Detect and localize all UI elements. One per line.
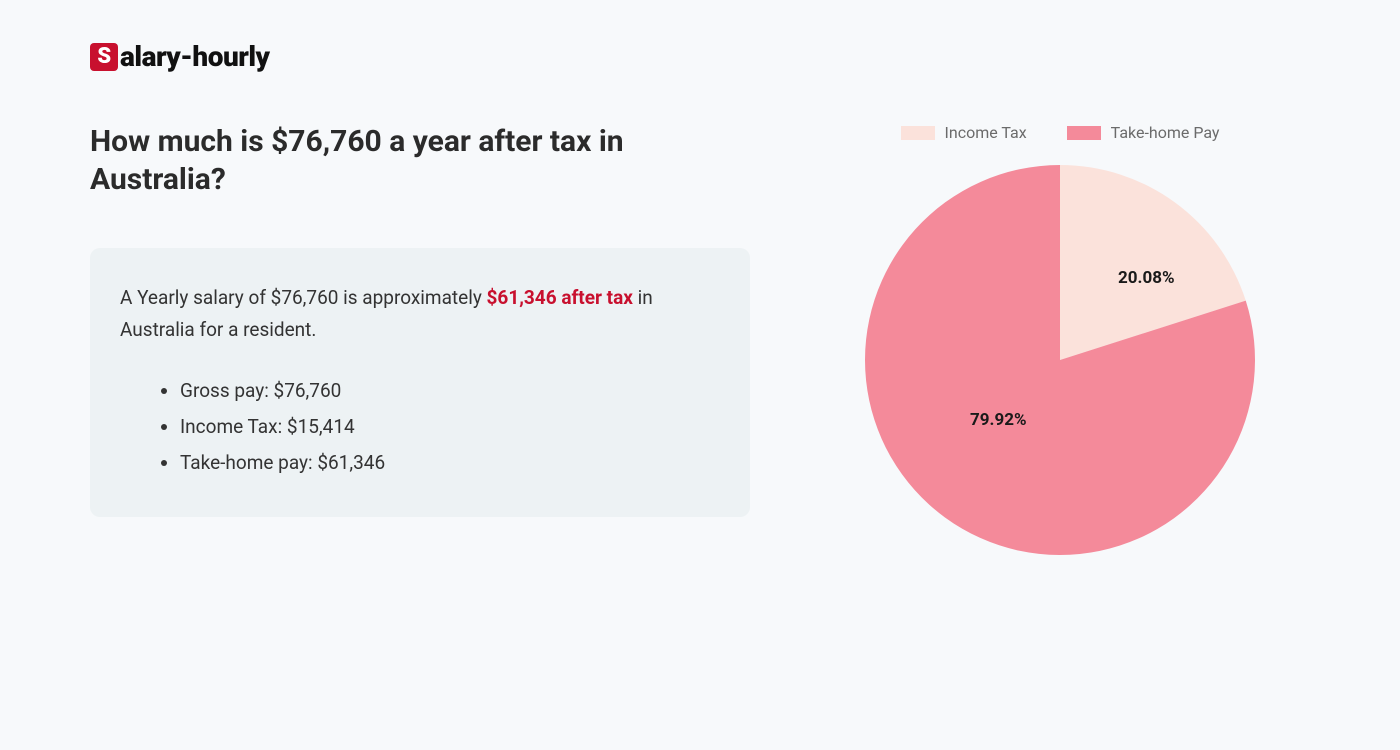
chart-legend: Income Tax Take-home Pay [810, 123, 1310, 142]
logo-text: alary-hourly [120, 40, 270, 73]
legend-item: Income Tax [901, 123, 1027, 142]
legend-label: Income Tax [945, 123, 1027, 142]
page-title: How much is $76,760 a year after tax in … [90, 123, 690, 198]
summary-bullets: Gross pay: $76,760 Income Tax: $15,414 T… [120, 373, 720, 481]
legend-swatch [1067, 126, 1101, 140]
pie-chart: 20.08% 79.92% [860, 160, 1260, 560]
pie-slice-label: 79.92% [970, 410, 1027, 430]
summary-text: A Yearly salary of $76,760 is approximat… [120, 282, 720, 347]
list-item: Take-home pay: $61,346 [180, 445, 720, 481]
summary-highlight: $61,346 after tax [487, 286, 633, 309]
site-logo: Salary-hourly [90, 40, 1310, 73]
summary-box: A Yearly salary of $76,760 is approximat… [90, 248, 750, 517]
legend-swatch [901, 126, 935, 140]
list-item: Income Tax: $15,414 [180, 409, 720, 445]
list-item: Gross pay: $76,760 [180, 373, 720, 409]
legend-item: Take-home Pay [1067, 123, 1220, 142]
logo-badge: S [90, 43, 118, 71]
pie-slice-label: 20.08% [1118, 268, 1175, 288]
pie-svg [860, 160, 1260, 560]
summary-prefix: A Yearly salary of $76,760 is approximat… [120, 286, 487, 309]
legend-label: Take-home Pay [1111, 123, 1220, 142]
